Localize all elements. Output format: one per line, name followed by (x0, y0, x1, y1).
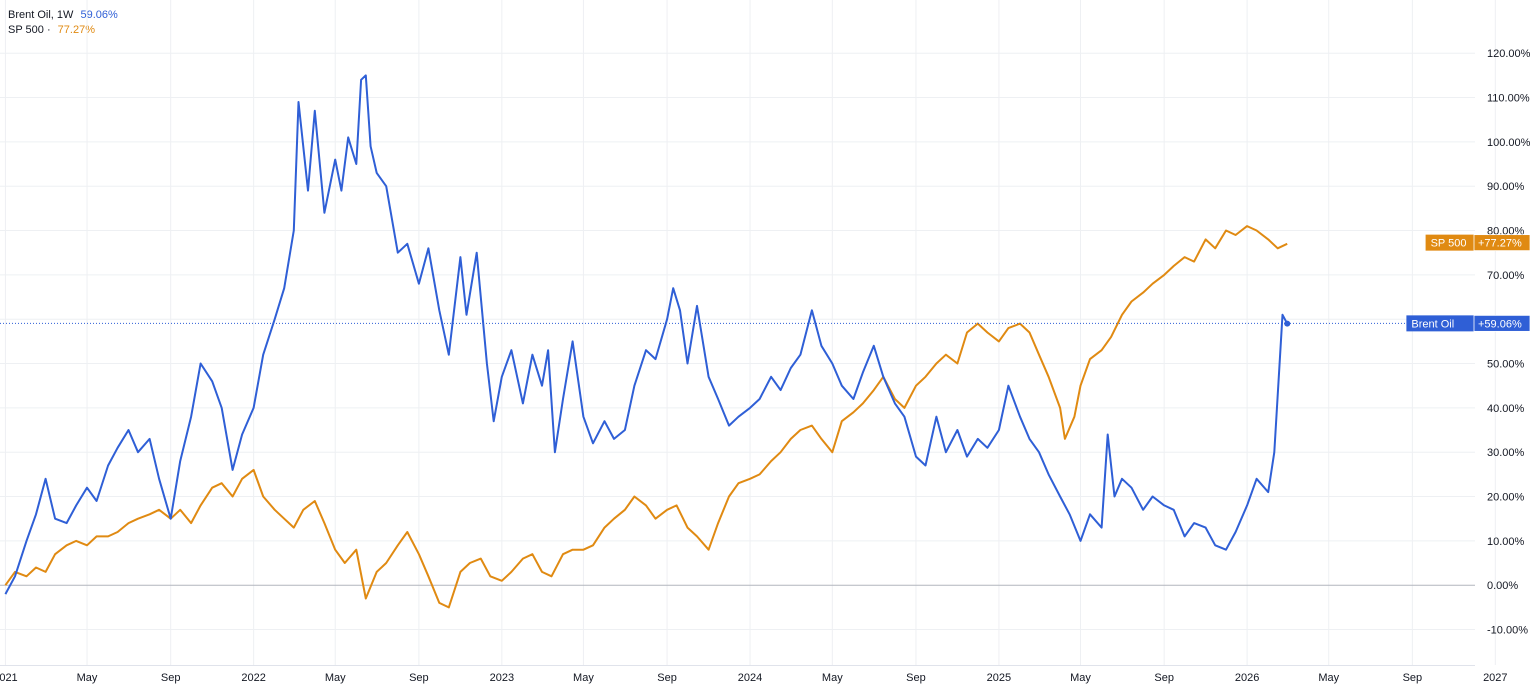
x-tick-label: 2027 (1483, 672, 1507, 684)
y-tick-label: -10.00% (1487, 625, 1528, 637)
badge-name: SP 500 (1431, 238, 1467, 250)
badge-name-bg (1425, 234, 1474, 251)
y-tick-label: 50.00% (1487, 359, 1525, 371)
x-tick-label: 2021 (0, 672, 18, 684)
legend: Brent Oil, 1W 59.06% SP 500 · 77.27% (8, 8, 118, 38)
x-tick-label: May (325, 672, 346, 684)
badge-value: +77.27% (1478, 238, 1522, 250)
legend-brent[interactable]: Brent Oil, 1W 59.06% (8, 8, 118, 23)
x-tick-label: 2022 (241, 672, 265, 684)
y-tick-label: 10.00% (1487, 536, 1525, 548)
x-tick-label: 2023 (490, 672, 514, 684)
brent-last-point[interactable] (1284, 320, 1291, 327)
x-tick-label: Sep (906, 672, 926, 684)
y-tick-label: 30.00% (1487, 447, 1525, 459)
price-badge-brent[interactable]: Brent Oil +59.06% (1406, 314, 1531, 332)
legend-brent-label: Brent Oil, 1W (8, 9, 74, 21)
badge-value-bg (1473, 234, 1531, 252)
y-tick-label: 110.00% (1487, 93, 1530, 105)
y-tick-label: 20.00% (1487, 492, 1525, 504)
x-tick-label: Sep (657, 672, 677, 684)
series-line-sp500[interactable] (4, 225, 1288, 609)
legend-sp500-value: 77.27% (57, 24, 95, 36)
legend-sp500[interactable]: SP 500 · 77.27% (8, 23, 118, 38)
legend-sp500-label: SP 500 · (8, 24, 51, 36)
badge-name-bg (1406, 315, 1474, 332)
x-tick-label: Sep (1154, 672, 1174, 684)
badge-name: Brent Oil (1411, 318, 1454, 330)
price-badge-sp500[interactable]: SP 500 +77.27% (1425, 234, 1531, 252)
badge-value: +59.06% (1478, 318, 1522, 330)
badge-value-bg (1473, 314, 1531, 332)
x-tick-label: 2024 (738, 672, 762, 684)
legend-brent-value: 59.06% (80, 9, 118, 21)
grid-lines (0, 0, 1496, 665)
x-tick-label: Sep (161, 672, 181, 684)
x-tick-label: 2026 (1235, 672, 1259, 684)
y-tick-label: 40.00% (1487, 403, 1525, 415)
x-tick-label: May (822, 672, 843, 684)
y-tick-label: 120.00% (1487, 48, 1531, 60)
x-tick-label: Sep (1403, 672, 1423, 684)
y-tick-label: 90.00% (1487, 181, 1525, 193)
x-tick-label: May (1070, 672, 1091, 684)
y-tick-label: 70.00% (1487, 270, 1525, 282)
series-line-brent[interactable] (4, 74, 1289, 595)
x-tick-label: May (573, 672, 594, 684)
x-tick-label: May (1318, 672, 1339, 684)
x-tick-label: Sep (409, 672, 429, 684)
x-tick-label: 2025 (987, 672, 1011, 684)
y-tick-label: 0.00% (1487, 580, 1518, 592)
x-tick-label: May (77, 672, 98, 684)
y-tick-label: 100.00% (1487, 137, 1531, 149)
